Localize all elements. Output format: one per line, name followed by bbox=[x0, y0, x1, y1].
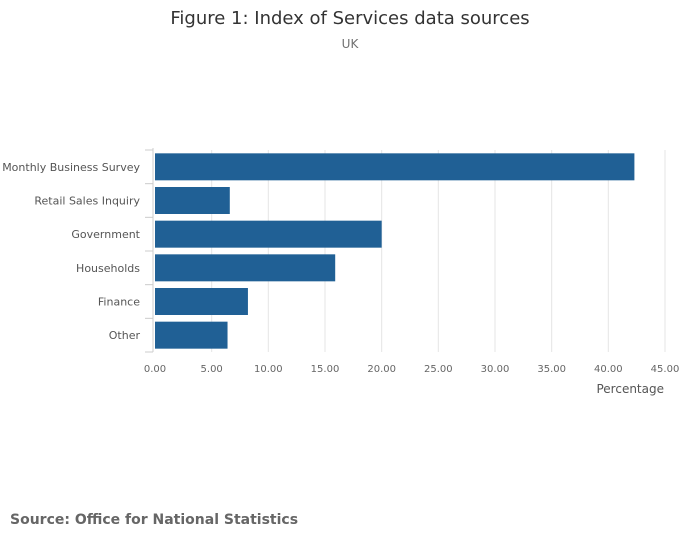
x-tick-label: 45.00 bbox=[651, 364, 680, 375]
y-tick-label: Retail Sales Inquiry bbox=[34, 195, 140, 208]
y-tick-label: Households bbox=[76, 262, 140, 275]
chart-title: Figure 1: Index of Services data sources bbox=[170, 8, 529, 29]
y-tick-label: Government bbox=[71, 228, 140, 241]
chart-subtitle: UK bbox=[342, 37, 360, 51]
x-tick-label: 0.00 bbox=[144, 364, 166, 375]
y-tick-label: Monthly Business Survey bbox=[2, 161, 140, 174]
gridlines bbox=[211, 150, 666, 352]
bars bbox=[155, 153, 635, 349]
bar bbox=[155, 220, 382, 248]
x-tick-label: 25.00 bbox=[424, 364, 453, 375]
bar bbox=[155, 288, 248, 315]
source-note: Source: Office for National Statistics bbox=[10, 512, 299, 528]
x-tick-label: 40.00 bbox=[594, 364, 623, 375]
bar bbox=[155, 187, 230, 214]
x-tick-labels: 0.00 5.00 10.00 15.00 20.00 25.00 30.00 35.00 40… bbox=[144, 364, 679, 375]
x-tick-label: 10.00 bbox=[254, 364, 283, 375]
bar bbox=[155, 254, 336, 282]
y-axis bbox=[145, 148, 154, 353]
y-tick-label: Other bbox=[109, 329, 141, 342]
bar bbox=[155, 153, 635, 181]
x-tick-label: 30.00 bbox=[481, 364, 510, 375]
x-tick-label: 20.00 bbox=[367, 364, 396, 375]
x-tick-label: 15.00 bbox=[311, 364, 340, 375]
x-tick-label: 35.00 bbox=[537, 364, 566, 375]
x-axis-label: Percentage bbox=[596, 382, 664, 396]
x-tick-label: 5.00 bbox=[201, 364, 223, 375]
y-tick-label: Finance bbox=[98, 296, 140, 309]
bar bbox=[155, 321, 228, 349]
y-tick-labels: Monthly Business Survey Retail Sales Inqu… bbox=[2, 161, 140, 342]
